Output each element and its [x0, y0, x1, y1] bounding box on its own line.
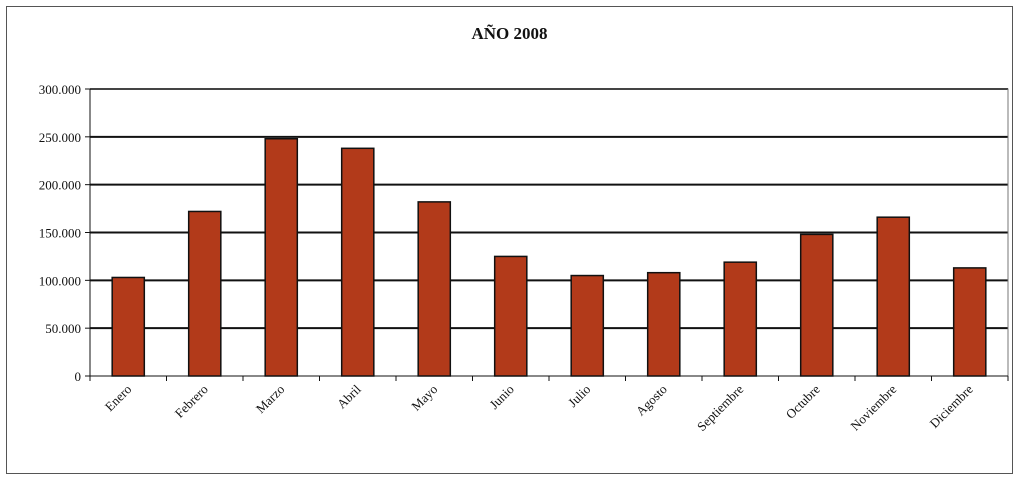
bar-agosto [646, 271, 681, 377]
bar-junio [493, 255, 528, 377]
x-tick-label-octubre: Octubre [783, 381, 823, 421]
bar-septiembre [723, 261, 758, 377]
y-tick-label: 200.000 [39, 178, 81, 193]
y-tick-label: 150.000 [39, 226, 81, 241]
bar-marzo [264, 137, 299, 377]
x-tick-label-junio: Junio [486, 382, 517, 413]
bar-noviembre [876, 216, 911, 377]
x-tick-label-mayo: Mayo [408, 382, 440, 414]
bar-enero [111, 276, 146, 377]
chart-frame: AÑO 2008 [6, 6, 1013, 474]
chart-title: AÑO 2008 [471, 24, 548, 43]
bar-julio [570, 274, 605, 377]
y-tick-label: 100.000 [39, 273, 81, 288]
bar-mayo [417, 201, 452, 377]
x-tick-label-enero: Enero [102, 382, 135, 415]
x-tick-label-septiembre: Septiembre [694, 381, 747, 434]
y-tick-label: 300.000 [39, 82, 81, 97]
bar-diciembre [952, 267, 987, 377]
y-tick-label: 50.000 [45, 321, 81, 336]
bar-febrero [187, 210, 222, 377]
y-tick-label: 250.000 [39, 130, 81, 145]
x-tick-label-marzo: Marzo [253, 382, 288, 417]
y-tick-labels: 0 50.000 100.000 150.000 200.000 250.000 300.0… [39, 82, 81, 384]
axes [85, 88, 1009, 381]
x-tick-label-agosto: Agosto [633, 382, 670, 419]
x-tick-label-julio: Julio [565, 382, 593, 410]
x-tick-label-abril: Abril [334, 381, 364, 411]
bar-octubre [799, 233, 834, 377]
y-tick-label: 0 [75, 369, 82, 384]
gridlines [90, 88, 1008, 330]
x-tick-label-noviembre: Noviembre [847, 381, 899, 433]
x-tick-labels: Enero Febrero Marzo Abril Mayo Junio Julio Agos… [102, 381, 976, 434]
x-tick-label-febrero: Febrero [172, 382, 211, 421]
bar-abril [340, 147, 375, 377]
x-tick-label-diciembre: Diciembre [926, 381, 976, 431]
bars [111, 137, 987, 377]
